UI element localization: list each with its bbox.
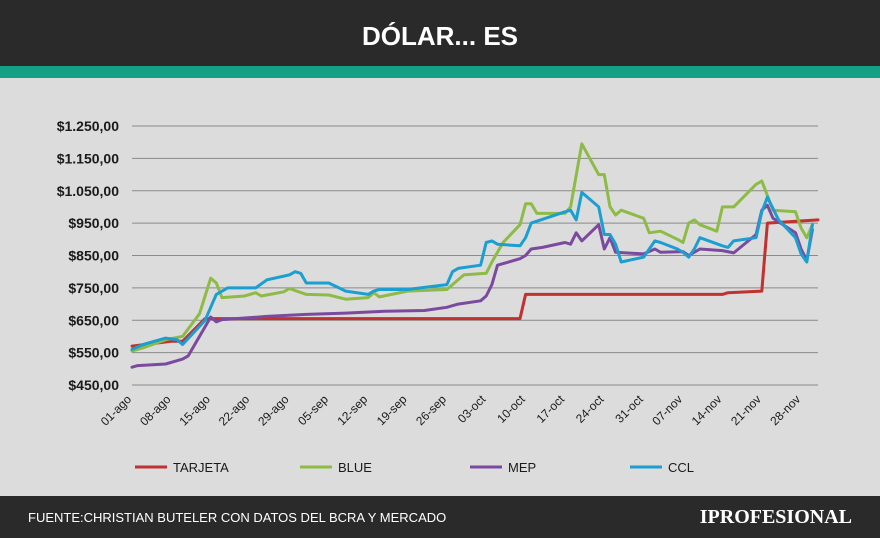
y-tick-label: $1.150,00 [57,150,119,166]
legend-label-blue: BLUE [338,460,372,475]
y-tick-label: $550,00 [68,345,119,361]
y-tick-label: $750,00 [68,280,119,296]
y-tick-label: $450,00 [68,377,119,393]
source-note: FUENTE:CHRISTIAN BUTELER CON DATOS DEL B… [28,510,446,525]
y-tick-label: $650,00 [68,312,119,328]
series-line-mep [130,203,814,369]
series-lines [130,142,820,369]
footer-bar [0,496,880,538]
legend-label-tarjeta: TARJETA [173,460,229,475]
accent-band [0,66,880,78]
legend-label-ccl: CCL [668,460,694,475]
chart-title: DÓLAR... ES [362,21,518,51]
header-bar [0,0,880,66]
series-line-ccl [130,190,814,351]
y-axis-ticks: $450,00 $550,00 $650,00 $750,00 $850,00 $950,… [57,118,120,393]
series-line-blue [130,142,814,353]
brand-logo: IPROFESIONAL [700,506,852,528]
y-tick-label: $1.250,00 [57,118,119,134]
y-tick-label: $950,00 [68,215,119,231]
legend: TARJETA BLUE MEP CCL [135,460,694,475]
y-tick-label: $1.050,00 [57,183,119,199]
y-tick-label: $850,00 [68,248,119,264]
legend-label-mep: MEP [508,460,536,475]
